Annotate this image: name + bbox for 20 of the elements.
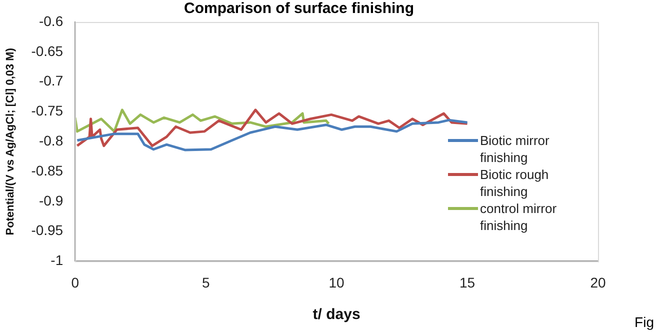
x-tick-label: 0	[71, 274, 80, 290]
y-tick-label: -0.95	[31, 222, 64, 238]
y-tick-label: -0.8	[38, 132, 64, 148]
legend-label: Biotic mirror finishing	[480, 132, 550, 166]
y-tick-label: -1	[50, 252, 64, 268]
text: Fig	[634, 314, 654, 330]
x-tick-label: 10	[328, 274, 345, 290]
x-tick-label: 15	[459, 274, 476, 290]
x-axis-title: t/ days	[312, 306, 360, 324]
y-tick-label: -0.7	[38, 72, 64, 89]
chart-title: Comparison of surface finishing	[184, 0, 414, 18]
y-tick-label: -0.75	[31, 102, 64, 119]
y-tick-label: -0.9	[38, 192, 64, 208]
y-tick-label: -0.6	[38, 12, 64, 29]
x-tick-label: 20	[590, 274, 606, 290]
y-tick-label: -0.85	[31, 162, 64, 178]
legend-label: control mirror finishing	[480, 200, 558, 234]
x-tick-label: 5	[202, 274, 210, 290]
y-tick-label: -0.65	[31, 42, 64, 59]
y-axis-title: Potential/(V vs Ag/AgCl; [Cl] 0,03 M)	[4, 48, 17, 236]
